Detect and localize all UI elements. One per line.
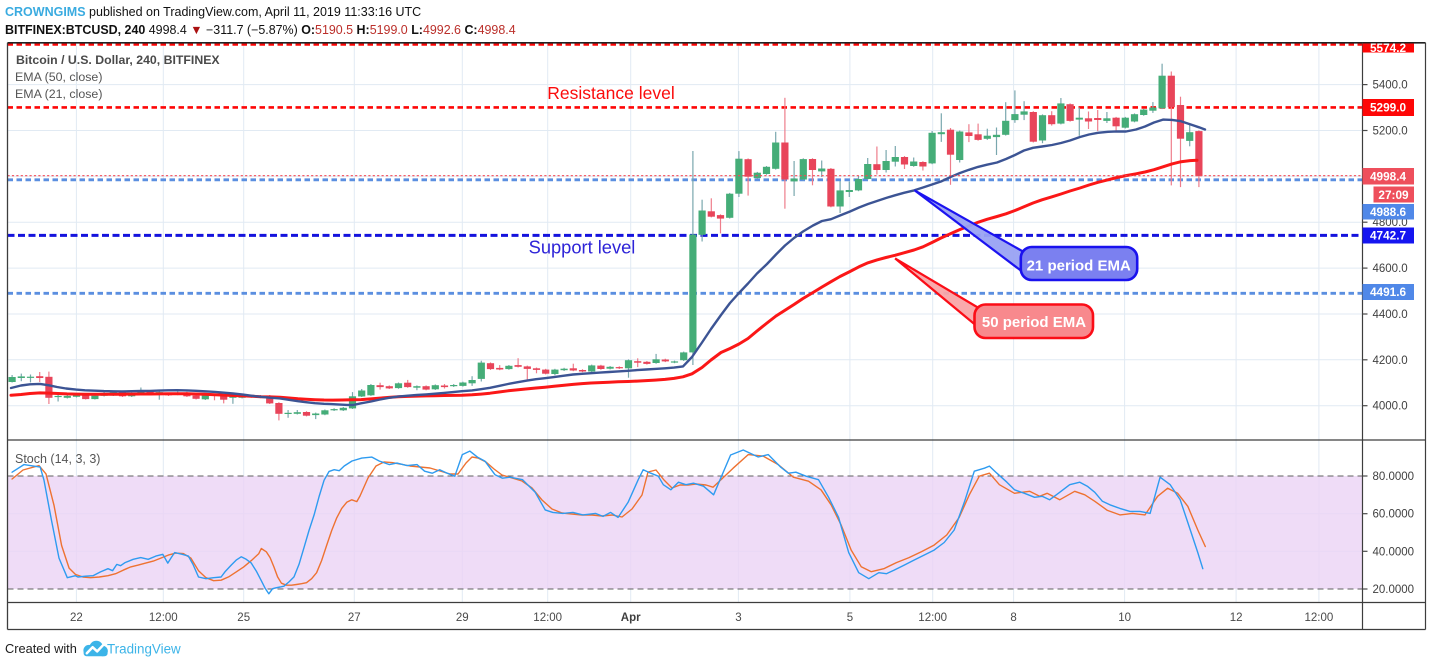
svg-text:Apr: Apr (621, 612, 641, 624)
svg-text:4400.0: 4400.0 (1373, 309, 1408, 321)
svg-text:4600.0: 4600.0 (1373, 263, 1408, 275)
svg-text:22: 22 (70, 612, 83, 624)
svg-text:4200.0: 4200.0 (1373, 355, 1408, 367)
svg-text:25: 25 (237, 612, 250, 624)
svg-text:12:00: 12:00 (533, 612, 562, 624)
svg-text:EMA (21, close): EMA (21, close) (15, 87, 102, 101)
svg-text:27: 27 (348, 612, 361, 624)
svg-text:12: 12 (1230, 612, 1243, 624)
svg-text:Stoch (14, 3, 3): Stoch (14, 3, 3) (15, 452, 100, 466)
svg-text:5299.0: 5299.0 (1370, 101, 1407, 115)
svg-text:5400.0: 5400.0 (1373, 80, 1408, 92)
svg-text:3: 3 (735, 612, 741, 624)
svg-text:8: 8 (1010, 612, 1016, 624)
svg-text:40.0000: 40.0000 (1373, 546, 1415, 558)
svg-text:5: 5 (847, 612, 853, 624)
svg-text:4742.7: 4742.7 (1370, 229, 1407, 243)
svg-text:4988.6: 4988.6 (1370, 205, 1407, 219)
svg-text:TradingView: TradingView (107, 642, 181, 657)
svg-text:10: 10 (1118, 612, 1131, 624)
svg-text:80.0000: 80.0000 (1373, 471, 1415, 483)
svg-text:12:00: 12:00 (918, 612, 947, 624)
svg-text:Support level: Support level (529, 237, 636, 258)
svg-text:12:00: 12:00 (1305, 612, 1334, 624)
svg-text:4491.6: 4491.6 (1370, 285, 1407, 299)
svg-text:50 period EMA: 50 period EMA (982, 314, 1086, 331)
svg-text:12:00: 12:00 (149, 612, 178, 624)
svg-text:4000.0: 4000.0 (1373, 401, 1408, 413)
svg-text:EMA (50, close): EMA (50, close) (15, 70, 102, 84)
svg-text:20.0000: 20.0000 (1373, 584, 1415, 596)
svg-text:5200.0: 5200.0 (1373, 126, 1408, 138)
svg-text:CROWNGIMS published on Trading: CROWNGIMS published on TradingView.com, … (5, 5, 421, 19)
svg-text:21 period EMA: 21 period EMA (1027, 258, 1131, 275)
svg-text:4800.0: 4800.0 (1373, 217, 1408, 229)
svg-text:29: 29 (456, 612, 469, 624)
svg-text:Resistance level: Resistance level (547, 83, 674, 103)
svg-text:60.0000: 60.0000 (1373, 509, 1415, 521)
svg-text:BITFINEX:BTCUSD, 240 4998.4 ▼: BITFINEX:BTCUSD, 240 4998.4 ▼ −311.7 (−5… (5, 23, 516, 37)
svg-text:Created with: Created with (5, 641, 77, 656)
svg-text:Bitcoin / U.S. Dollar, 240, BI: Bitcoin / U.S. Dollar, 240, BITFINEX (16, 53, 220, 67)
svg-text:27:09: 27:09 (1378, 188, 1409, 202)
svg-text:4998.4: 4998.4 (1370, 169, 1407, 183)
svg-text:5574.2: 5574.2 (1370, 41, 1407, 55)
